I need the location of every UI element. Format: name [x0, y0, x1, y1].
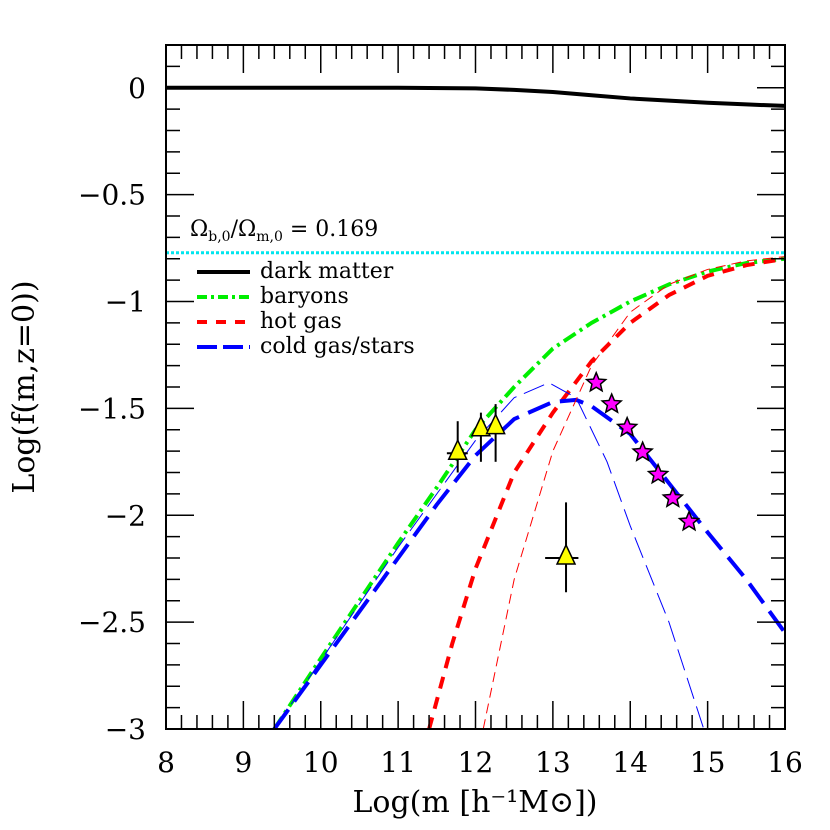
x-tick-label: 14	[612, 746, 648, 779]
ratio-value: = 0.169	[283, 217, 378, 242]
star-marker	[584, 370, 608, 393]
x-tick-label: 13	[535, 746, 571, 779]
x-tick-label: 10	[303, 746, 339, 779]
triangle-marker	[447, 438, 468, 461]
y-tick-label: 0	[128, 72, 146, 105]
star-marker	[646, 462, 670, 485]
star-marker	[600, 392, 624, 414]
star-marker	[677, 509, 701, 532]
x-tick-label: 11	[380, 746, 416, 779]
omega-symbol: Ω	[190, 217, 208, 242]
series-line-thin-4	[482, 256, 785, 729]
series-line-baryons	[272, 256, 785, 729]
x-tick-label: 9	[234, 746, 252, 779]
y-tick-label: −3	[105, 713, 146, 746]
legend-label: hot gas	[260, 309, 342, 334]
tick-labels: 8 9 10 11 12 13 14 15 16 0 −0.5 −1 −1.5 −2 −2.5 −3	[78, 72, 803, 779]
x-tick-label: 8	[157, 746, 175, 779]
plot-area	[166, 85, 785, 729]
plot-frame	[165, 44, 786, 730]
x-tick-label: 16	[767, 746, 803, 779]
series-line-cold-gas-stars	[272, 397, 785, 729]
subscript: m,0	[256, 229, 283, 245]
x-tick-label: 12	[458, 746, 494, 779]
legend-label: dark matter	[260, 259, 394, 284]
x-axis-label: Log(m [h⁻¹M⊙])	[352, 785, 597, 820]
y-tick-label: −1.5	[78, 392, 146, 425]
omega-symbol: /Ω	[231, 217, 257, 242]
series-line-hot-gas	[427, 256, 785, 729]
star-marker	[631, 440, 654, 462]
series-line-dark-matter	[166, 85, 785, 108]
x-tick-label: 15	[690, 746, 726, 779]
star-marker	[615, 415, 639, 438]
triangle-marker	[555, 543, 577, 565]
triangle-marker	[470, 414, 492, 437]
plot-marks	[166, 85, 785, 729]
triangle-marker	[485, 412, 506, 435]
y-tick-label: −2	[105, 499, 146, 532]
series-line-thin-5	[273, 382, 705, 729]
legend-label: baryons	[260, 284, 349, 309]
star-marker	[661, 486, 685, 508]
y-tick-label: −1	[105, 286, 146, 319]
legend-label: cold gas/stars	[260, 334, 415, 359]
subscript: b,0	[208, 229, 230, 245]
y-tick-label: −2.5	[78, 606, 146, 639]
y-axis-label: Log(f(m,z=0))	[7, 280, 42, 493]
y-tick-label: −0.5	[78, 179, 146, 212]
axis-ticks	[165, 44, 786, 730]
ratio-annotation: Ωb,0/Ωm,0 = 0.169	[190, 217, 378, 245]
